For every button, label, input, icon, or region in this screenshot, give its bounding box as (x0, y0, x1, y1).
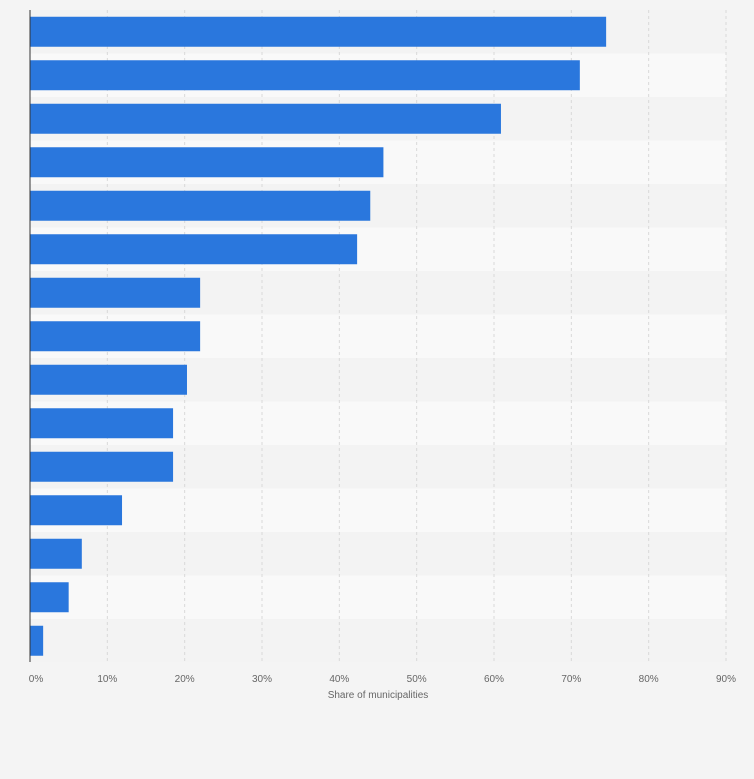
bar (30, 495, 123, 526)
row-band (30, 575, 726, 619)
x-axis-ticks: 0% 10% 20% 30% 40% 50% 60% 70% 80% 90% (29, 674, 736, 685)
bars (30, 16, 607, 656)
bar (30, 60, 580, 91)
bar (30, 234, 358, 265)
bar (30, 190, 371, 221)
bar (30, 103, 501, 134)
bar (30, 451, 174, 482)
x-tick-label: 10% (97, 674, 117, 685)
x-tick-label: 70% (561, 674, 581, 685)
bar (30, 147, 384, 178)
x-tick-label: 90% (716, 674, 736, 685)
x-tick-label: 40% (329, 674, 349, 685)
row-band (30, 488, 726, 532)
row-band (30, 619, 726, 663)
x-axis-title: Share of municipalities (328, 690, 429, 701)
x-tick-label: 50% (407, 674, 427, 685)
bar (30, 16, 607, 47)
x-tick-label: 30% (252, 674, 272, 685)
bar (30, 538, 82, 569)
bar (30, 582, 69, 613)
bar (30, 364, 187, 395)
bar (30, 408, 174, 439)
bar (30, 625, 44, 656)
row-band (30, 532, 726, 576)
x-tick-label: 80% (639, 674, 659, 685)
x-tick-label: 60% (484, 674, 504, 685)
x-tick-label: 0% (29, 674, 44, 685)
bar (30, 321, 201, 352)
x-tick-label: 20% (175, 674, 195, 685)
bar (30, 277, 201, 308)
